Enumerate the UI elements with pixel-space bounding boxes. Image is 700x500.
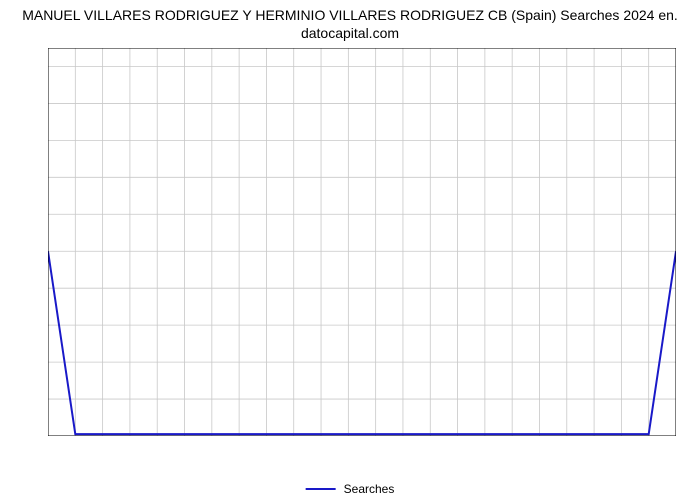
chart-title: MANUEL VILLARES RODRIGUEZ Y HERMINIO VIL… <box>0 6 700 42</box>
legend-label: Searches <box>344 482 395 496</box>
legend-swatch <box>306 488 336 490</box>
chart-container: MANUEL VILLARES RODRIGUEZ Y HERMINIO VIL… <box>0 0 700 500</box>
chart-legend: Searches <box>306 482 395 496</box>
chart-title-line2: datocapital.com <box>301 25 399 41</box>
chart-plot: 012201720181111 <box>48 48 676 436</box>
chart-title-line1: MANUEL VILLARES RODRIGUEZ Y HERMINIO VIL… <box>22 7 678 23</box>
